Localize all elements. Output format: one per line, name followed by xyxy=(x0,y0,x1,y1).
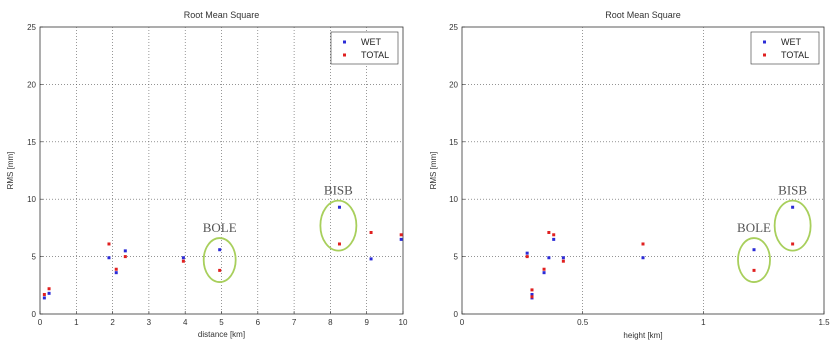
x-tick-label: 8 xyxy=(328,318,333,327)
plot-area xyxy=(461,26,825,315)
data-point-wet xyxy=(791,205,795,209)
x-tick-label: 4 xyxy=(183,318,188,327)
data-point-wet xyxy=(530,292,534,296)
y-tick-label: 5 xyxy=(32,253,37,262)
chart-title: Root Mean Square xyxy=(184,10,260,20)
x-tick-label: 1.5 xyxy=(818,318,830,327)
y-tick-label: 25 xyxy=(27,23,36,32)
legend-box xyxy=(750,31,820,65)
data-point-wet xyxy=(218,248,222,252)
data-point-wet xyxy=(547,256,551,260)
data-point-total xyxy=(542,267,546,271)
data-point-total xyxy=(561,259,565,263)
data-point-total xyxy=(530,295,534,299)
y-axis-label: RMS [mm] xyxy=(6,152,15,190)
data-point-wet xyxy=(542,271,546,275)
annotation-label-bisb: BISB xyxy=(324,183,353,198)
data-point-total xyxy=(337,242,341,246)
legend-label-wet: WET xyxy=(361,37,381,47)
annotation-label-bole: BOLE xyxy=(737,220,771,235)
legend-marker-wet xyxy=(343,40,346,44)
x-tick-label: 5 xyxy=(219,318,224,327)
data-point-total xyxy=(752,268,756,272)
x-tick-label: 6 xyxy=(256,318,261,327)
data-point-total xyxy=(181,259,185,263)
x-tick-label: 3 xyxy=(147,318,152,327)
x-tick-label: 0 xyxy=(460,318,465,327)
data-point-wet xyxy=(337,205,341,209)
y-tick-label: 20 xyxy=(27,80,36,89)
chart-panel-1: 0 1 2 3 4 5 6 7 8 9 10 0 5 10 15 20 25 Root Mean Square di… xyxy=(6,10,408,339)
data-point-wet xyxy=(552,237,556,241)
x-tick-label: 10 xyxy=(399,318,408,327)
data-point-wet xyxy=(399,237,403,241)
data-point-total xyxy=(47,287,51,291)
data-point-wet xyxy=(42,296,46,300)
y-tick-label: 0 xyxy=(454,310,459,319)
y-tick-label: 25 xyxy=(449,23,458,32)
legend: WET TOTAL xyxy=(330,31,399,65)
y-tick-label: 10 xyxy=(27,195,36,204)
data-point-total xyxy=(107,242,111,246)
y-tick-label: 20 xyxy=(449,80,458,89)
annotation-ellipse-bisb xyxy=(319,199,358,252)
data-point-wet xyxy=(369,257,373,261)
x-tick-label: 2 xyxy=(110,318,115,327)
annotation-ellipse-bisb xyxy=(773,199,812,252)
plot-area xyxy=(39,26,404,315)
legend-label-wet: WET xyxy=(781,37,801,47)
x-axis-label: distance [km] xyxy=(198,330,245,339)
data-point-total xyxy=(123,255,127,259)
data-point-total xyxy=(114,267,118,271)
annotation-label-bole: BOLE xyxy=(203,220,237,235)
legend-box xyxy=(330,31,399,65)
annotation-label-bisb: BISB xyxy=(778,183,807,198)
legend-marker-total xyxy=(763,53,766,57)
x-tick-label: 0 xyxy=(38,318,43,327)
legend-marker-total xyxy=(343,53,346,57)
data-point-total xyxy=(791,242,795,246)
data-point-total xyxy=(525,255,529,259)
data-point-wet xyxy=(525,251,529,255)
legend-label-total: TOTAL xyxy=(361,50,389,60)
y-tick-label: 0 xyxy=(32,310,37,319)
data-point-wet xyxy=(561,256,565,260)
x-tick-label: 1 xyxy=(701,318,706,327)
y-axis-label: RMS [mm] xyxy=(429,152,438,190)
data-point-total xyxy=(530,288,534,292)
data-point-total xyxy=(547,230,551,234)
y-tick-label: 15 xyxy=(449,138,458,147)
data-point-total xyxy=(399,233,403,237)
data-point-total xyxy=(641,242,645,246)
legend: WET TOTAL xyxy=(750,31,820,65)
data-point-wet xyxy=(641,256,645,260)
y-tick-label: 5 xyxy=(454,253,459,262)
data-point-total xyxy=(369,230,373,234)
legend-marker-wet xyxy=(763,40,766,44)
data-point-wet xyxy=(123,249,127,253)
x-tick-label: 7 xyxy=(292,318,297,327)
x-tick-label: 1 xyxy=(74,318,79,327)
data-point-wet xyxy=(107,256,111,260)
data-point-total xyxy=(218,268,222,272)
data-point-wet xyxy=(47,291,51,295)
chart-title: Root Mean Square xyxy=(605,10,681,20)
y-tick-label: 15 xyxy=(27,138,36,147)
annotation-ellipse-bole xyxy=(202,237,237,283)
data-point-total xyxy=(42,292,46,296)
legend-label-total: TOTAL xyxy=(781,50,809,60)
annotation-ellipse-bole xyxy=(737,237,771,283)
data-point-total xyxy=(552,233,556,237)
data-point-wet xyxy=(114,271,118,275)
data-point-wet xyxy=(181,256,185,260)
data-point-wet xyxy=(752,248,756,252)
x-tick-label: 9 xyxy=(364,318,369,327)
y-tick-label: 10 xyxy=(449,195,458,204)
x-tick-label: 0.5 xyxy=(577,318,589,327)
x-axis-label: height [km] xyxy=(623,331,662,340)
chart-panel-2: 0 0.5 1 1.5 0 5 10 15 20 25 Root Mean Square height… xyxy=(429,10,830,340)
